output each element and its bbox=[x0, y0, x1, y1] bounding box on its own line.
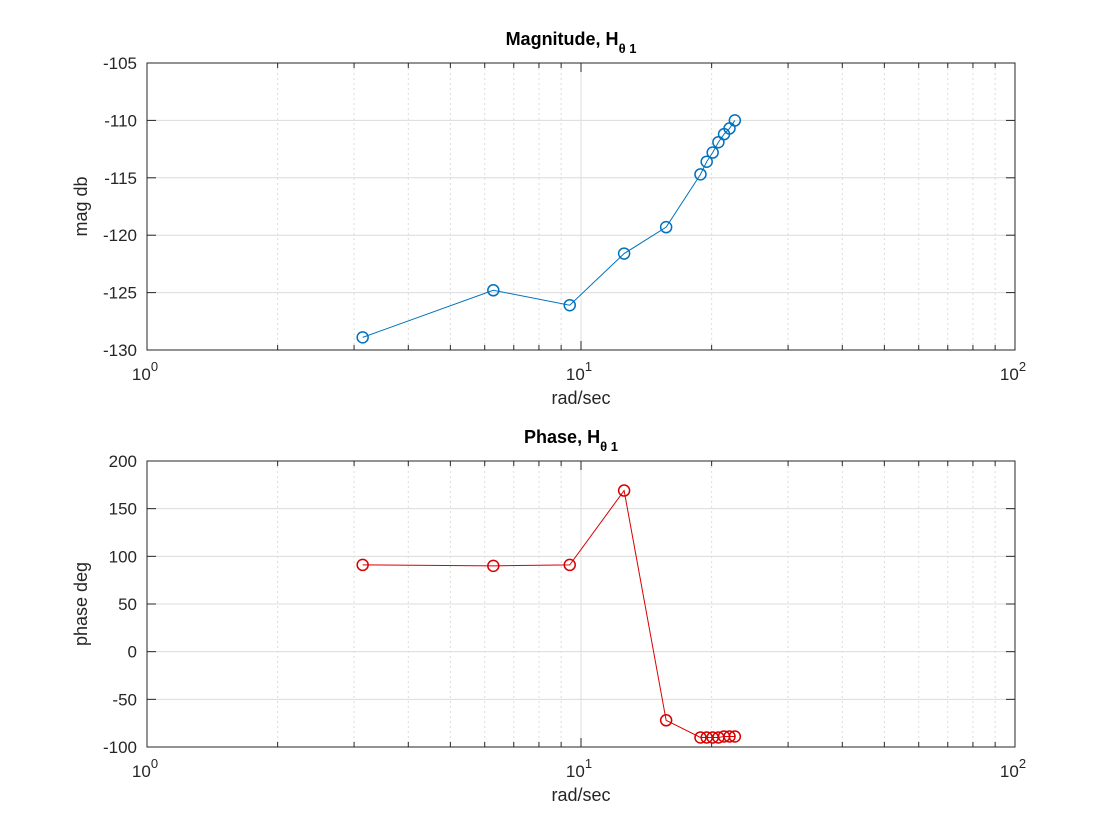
y-tick-label: -130 bbox=[103, 341, 137, 360]
y-tick-label: 200 bbox=[109, 452, 137, 471]
y-axis-label: phase deg bbox=[71, 562, 91, 646]
series-line bbox=[362, 489, 735, 738]
data-point bbox=[694, 168, 707, 181]
x-tick-base: 10 bbox=[566, 365, 585, 384]
chart-title: Magnitude, Hθ 1 bbox=[506, 29, 637, 56]
x-tick-exponent: 0 bbox=[151, 756, 158, 771]
data-point bbox=[356, 558, 369, 572]
chart-title-main: Phase, H bbox=[524, 427, 600, 447]
chart-title: Phase, Hθ 1 bbox=[524, 427, 618, 454]
y-tick-label: -110 bbox=[104, 111, 137, 130]
chart-title-subscript: θ 1 bbox=[619, 41, 637, 56]
y-axis-label: mag db bbox=[71, 176, 91, 236]
chart-title-subscript: θ 1 bbox=[600, 439, 618, 454]
x-tick-exponent: 2 bbox=[1019, 756, 1026, 771]
data-point bbox=[700, 155, 713, 168]
y-tick-label: 0 bbox=[128, 643, 137, 662]
subplot-1: 100 101 102-130-125-120-115-110-105Magnitu… bbox=[71, 29, 1026, 408]
data-point bbox=[356, 331, 369, 344]
x-tick-base: 10 bbox=[132, 365, 151, 384]
x-tick-exponent: 1 bbox=[585, 359, 592, 374]
x-tick-base: 10 bbox=[1000, 762, 1019, 781]
data-point bbox=[659, 714, 673, 727]
x-tick-label: 102 bbox=[1000, 359, 1026, 384]
y-tick-label: -115 bbox=[104, 169, 137, 188]
data-point bbox=[487, 559, 500, 573]
y-tick-label: -105 bbox=[103, 54, 137, 73]
x-tick-label: 100 bbox=[132, 756, 158, 781]
y-tick-label: 100 bbox=[109, 547, 137, 566]
y-tick-label: -120 bbox=[103, 226, 137, 245]
x-tick-exponent: 1 bbox=[585, 756, 592, 771]
x-tick-label: 101 bbox=[566, 756, 592, 781]
series-line bbox=[362, 120, 736, 338]
y-tick-label: 150 bbox=[109, 500, 137, 519]
data-point bbox=[728, 730, 742, 743]
data-point bbox=[659, 220, 673, 234]
x-axis-label: rad/sec bbox=[551, 785, 610, 805]
x-tick-base: 10 bbox=[1000, 365, 1019, 384]
data-point bbox=[487, 284, 500, 297]
x-tick-exponent: 0 bbox=[151, 359, 158, 374]
data-point bbox=[694, 731, 707, 744]
x-tick-base: 10 bbox=[566, 762, 585, 781]
data-point bbox=[563, 298, 576, 312]
data-point bbox=[706, 146, 719, 159]
data-point bbox=[728, 114, 742, 127]
x-tick-label: 100 bbox=[132, 359, 158, 384]
chart-title-main: Magnitude, H bbox=[506, 29, 619, 49]
data-point bbox=[563, 558, 576, 572]
data-point bbox=[617, 247, 631, 260]
x-tick-label: 101 bbox=[566, 359, 592, 384]
x-tick-exponent: 2 bbox=[1019, 359, 1026, 374]
y-tick-label: 50 bbox=[118, 595, 137, 614]
data-point bbox=[617, 484, 631, 497]
y-tick-label: -100 bbox=[103, 738, 137, 757]
x-tick-label: 102 bbox=[1000, 756, 1026, 781]
y-tick-label: -50 bbox=[112, 690, 137, 709]
x-axis-label: rad/sec bbox=[551, 388, 610, 408]
x-tick-base: 10 bbox=[132, 762, 151, 781]
data-point bbox=[723, 730, 736, 743]
y-tick-label: -125 bbox=[103, 284, 137, 303]
